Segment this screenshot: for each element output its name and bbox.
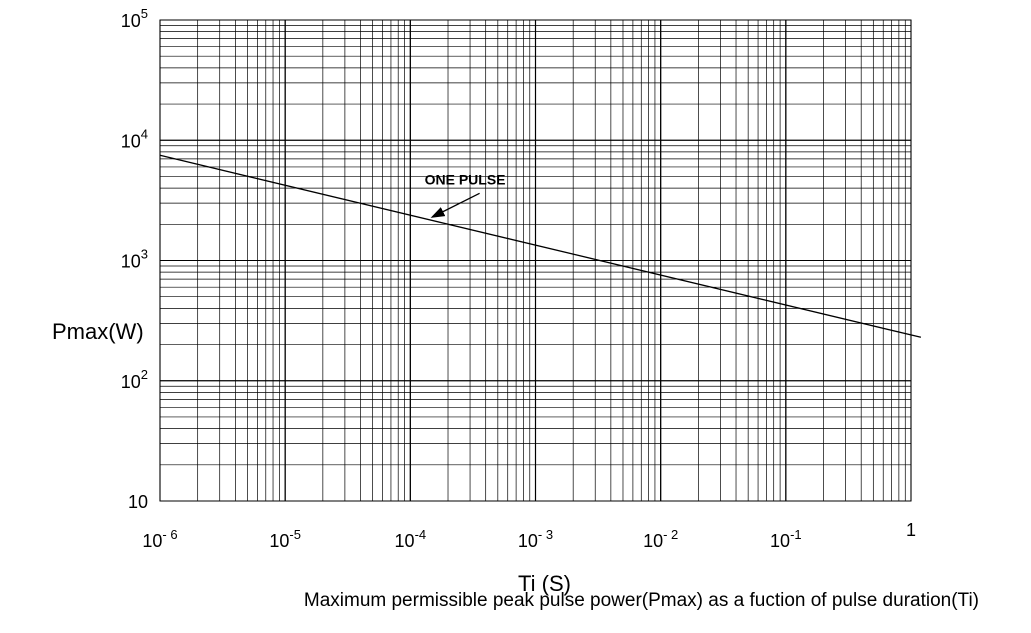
- y-tick-label: 104: [121, 126, 148, 151]
- x-axis-label: Ti (S): [518, 571, 571, 596]
- x-tick-label: 10-4: [395, 527, 427, 551]
- x-tick-label: 10- 2: [643, 527, 678, 551]
- y-axis-label: Pmax(W): [52, 319, 144, 344]
- plot-frame: [159, 19, 912, 502]
- x-tick-label: 10- 6: [142, 527, 177, 551]
- grid: [159, 19, 912, 502]
- y-tick-label: 105: [121, 6, 148, 31]
- annotation-arrow: [430, 192, 480, 218]
- y-tick-label: 103: [121, 247, 148, 272]
- y-tick-label: 10: [128, 492, 148, 512]
- annotations: ONE PULSE: [425, 171, 506, 218]
- y-tick-label: 102: [121, 367, 148, 392]
- x-tick-label: 10-1: [770, 527, 802, 551]
- series: [159, 154, 922, 338]
- tick-labels: 10- 6 10-5 10-4 10- 3 10- 2 10-1 1 10 102 103 104 1…: [121, 6, 916, 551]
- series-line: [159, 154, 922, 338]
- x-tick-label: 1: [906, 520, 916, 540]
- x-tick-label: 10- 3: [518, 527, 553, 551]
- figure-caption: Maximum permissible peak pulse power(Pma…: [303, 590, 979, 611]
- annotation-label: ONE PULSE: [425, 171, 506, 187]
- x-tick-label: 10-5: [269, 527, 301, 551]
